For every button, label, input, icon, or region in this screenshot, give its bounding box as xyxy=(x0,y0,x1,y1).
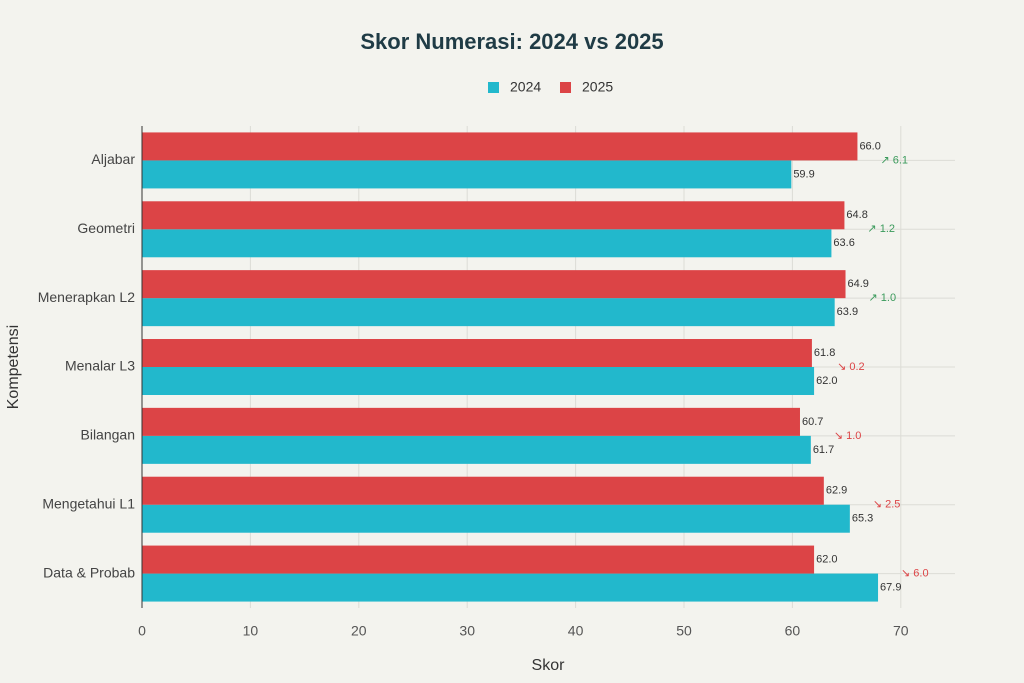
legend-swatch xyxy=(560,82,571,93)
bar-value-label: 60.7 xyxy=(802,416,823,428)
x-tick-label: 30 xyxy=(459,623,475,639)
x-tick-label: 60 xyxy=(785,623,801,639)
bar-value-label: 63.6 xyxy=(833,237,854,249)
bar-value-label: 64.9 xyxy=(848,278,869,290)
y-tick-label: Data & Probab xyxy=(43,564,135,580)
x-tick-label: 40 xyxy=(568,623,584,639)
chart-title: Skor Numerasi: 2024 vs 2025 xyxy=(360,29,663,54)
bar xyxy=(142,201,845,230)
x-tick-label: 0 xyxy=(138,623,146,639)
bar-value-label: 64.8 xyxy=(846,209,867,221)
change-annotation: ↗ 6.1 xyxy=(880,154,908,166)
bar xyxy=(142,545,815,574)
x-tick-label: 20 xyxy=(351,623,367,639)
bar xyxy=(142,573,879,602)
legend-label: 2024 xyxy=(510,79,541,95)
bar-value-label: 66.0 xyxy=(859,140,880,152)
bar-value-label: 59.9 xyxy=(793,168,814,180)
y-tick-label: Mengetahui L1 xyxy=(42,495,135,511)
bar xyxy=(142,132,858,161)
bar-value-label: 62.9 xyxy=(826,485,847,497)
bar xyxy=(142,367,815,395)
bar-value-label: 67.9 xyxy=(880,581,901,593)
y-tick-label: Bilangan xyxy=(81,427,136,443)
y-tick-label: Menerapkan L2 xyxy=(38,289,136,305)
bar xyxy=(142,476,824,505)
bar xyxy=(142,339,812,367)
bar xyxy=(142,407,800,436)
bar xyxy=(142,435,811,464)
bar-value-label: 63.9 xyxy=(837,306,858,318)
bar xyxy=(142,160,792,189)
y-tick-label: Menalar L3 xyxy=(65,358,135,374)
legend-swatch xyxy=(488,82,499,93)
y-tick-label: Aljabar xyxy=(91,151,135,167)
bar-value-label: 62.0 xyxy=(816,375,837,387)
change-annotation: ↘ 1.0 xyxy=(834,430,862,442)
change-annotation: ↘ 6.0 xyxy=(901,567,929,579)
bar-value-label: 62.0 xyxy=(816,553,837,565)
change-annotation: ↘ 0.2 xyxy=(837,361,865,373)
change-annotation: ↗ 1.0 xyxy=(869,292,897,304)
bar-value-label: 61.8 xyxy=(814,347,835,359)
x-axis-label: Skor xyxy=(532,657,566,674)
x-tick-label: 70 xyxy=(893,623,909,639)
bar xyxy=(142,504,850,533)
x-tick-label: 10 xyxy=(243,623,259,639)
y-tick-label: Geometri xyxy=(77,220,135,236)
bar xyxy=(142,229,832,258)
change-annotation: ↘ 2.5 xyxy=(873,499,901,511)
x-tick-label: 50 xyxy=(676,623,692,639)
legend-label: 2025 xyxy=(582,79,613,95)
bar-value-label: 61.7 xyxy=(813,444,834,456)
bar xyxy=(142,270,846,299)
y-axis-label: Kompetensi xyxy=(5,325,22,410)
bar xyxy=(142,298,835,327)
change-annotation: ↗ 1.2 xyxy=(867,223,895,235)
bar-value-label: 65.3 xyxy=(852,513,873,525)
